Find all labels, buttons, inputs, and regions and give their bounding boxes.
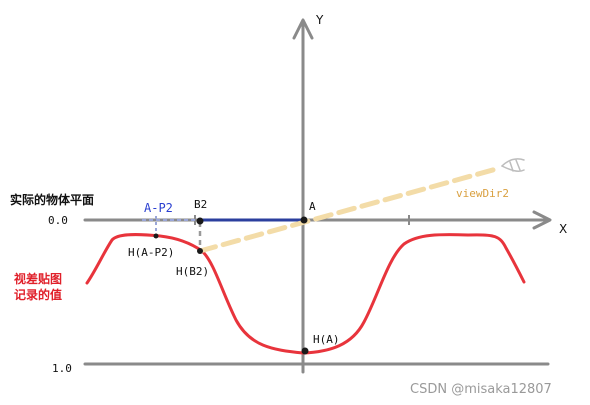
point-a bbox=[300, 216, 308, 224]
heightmap-label-line2: 记录的值 bbox=[14, 287, 62, 302]
view-dir-line bbox=[197, 165, 503, 254]
y-axis-arrow bbox=[292, 18, 314, 40]
point-h-a bbox=[301, 347, 309, 355]
x-axis-label: X bbox=[559, 222, 567, 236]
eye-icon bbox=[501, 158, 525, 172]
point-h-a-p2 bbox=[153, 233, 159, 239]
bottom-level-label: 1.0 bbox=[52, 362, 72, 375]
heightmap-label-line1: 视差贴图 bbox=[14, 271, 62, 286]
watermark: CSDN @misaka12807 bbox=[410, 382, 552, 397]
segment-a-p2-label: A-P2 bbox=[144, 201, 173, 215]
view-dir-label: viewDir2 bbox=[456, 187, 509, 200]
point-b2 bbox=[196, 217, 204, 225]
x-axis-arrow bbox=[532, 210, 552, 230]
h-a-p2-label: H(A-P2) bbox=[128, 246, 174, 259]
h-a-label: H(A) bbox=[313, 333, 340, 346]
h-b2-label: H(B2) bbox=[176, 265, 209, 278]
top-level-label: 0.0 bbox=[48, 214, 68, 227]
y-axis-label: Y bbox=[315, 13, 324, 27]
point-h-b2 bbox=[197, 248, 203, 254]
point-a-label: A bbox=[309, 200, 316, 213]
point-b2-label: B2 bbox=[194, 198, 207, 211]
plane-title: 实际的物体平面 bbox=[10, 192, 94, 207]
